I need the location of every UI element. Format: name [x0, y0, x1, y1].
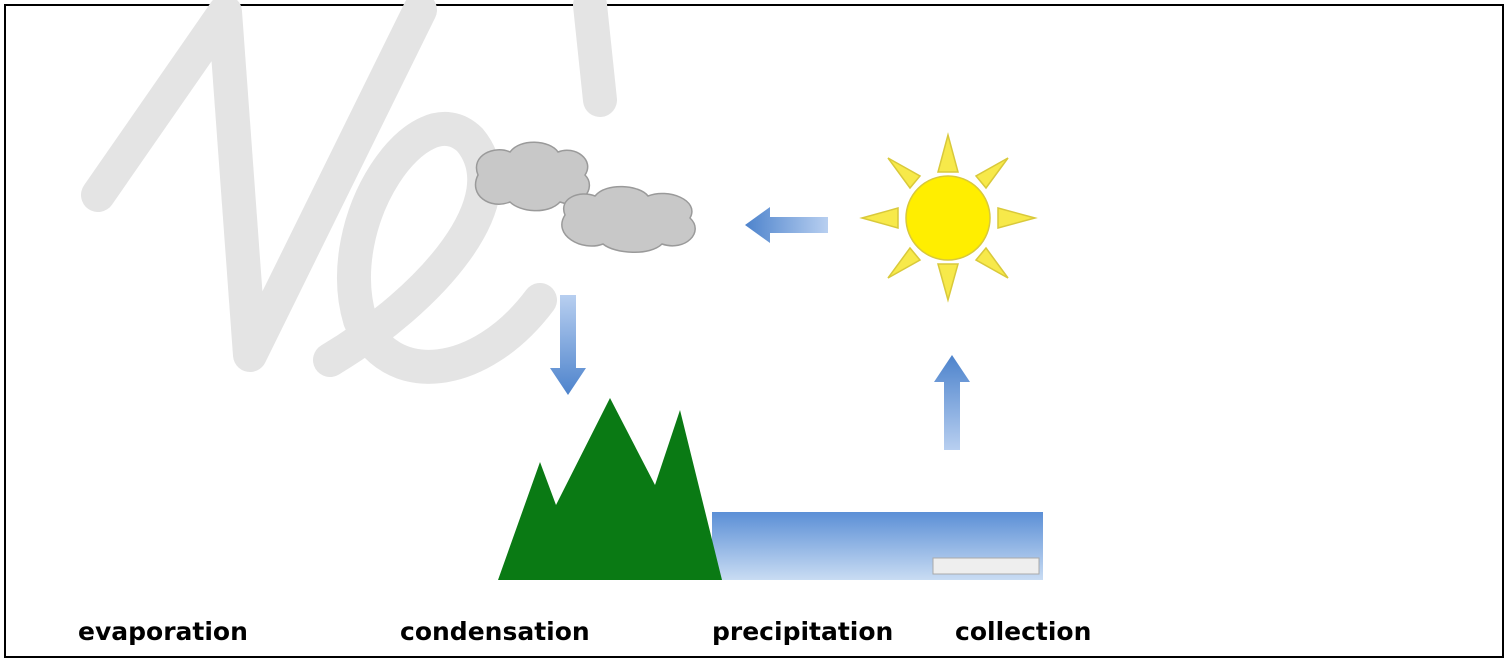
- sun: [862, 135, 1035, 300]
- credit-box: [933, 558, 1039, 574]
- worksheet: evaporation condensation precipitation c…: [0, 0, 1510, 664]
- arrow-left: [745, 207, 828, 243]
- word-label: condensation: [400, 617, 590, 646]
- clouds: [476, 142, 696, 252]
- arrow-down: [550, 295, 586, 395]
- word-label: precipitation: [712, 617, 893, 646]
- word-label: collection: [955, 617, 1091, 646]
- water-cycle-illustration: [0, 0, 1510, 664]
- word-label: evaporation: [78, 617, 248, 646]
- mountains: [498, 398, 722, 580]
- arrow-up: [934, 355, 970, 450]
